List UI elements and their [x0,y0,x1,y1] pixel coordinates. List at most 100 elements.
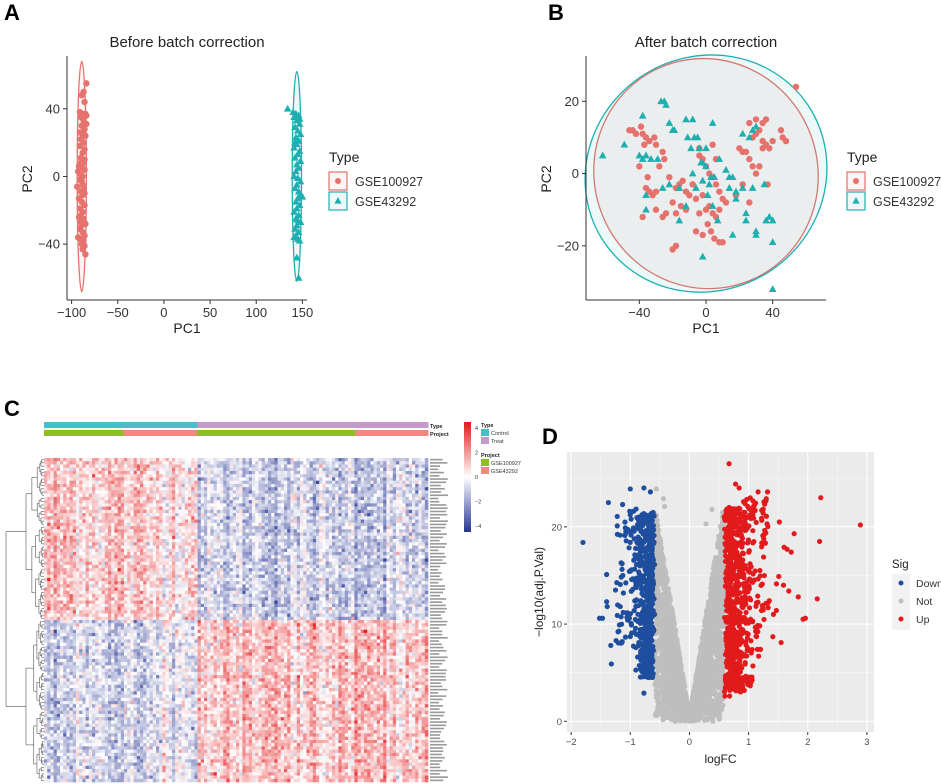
heatmap-cell [181,561,186,566]
heatmap-cell [312,509,317,514]
heatmap-cell [255,487,259,491]
heatmap-cell [85,581,90,585]
heatmap-cell [264,539,269,543]
heatmap-cell [53,555,58,559]
project-annotation-label: Project [430,432,449,438]
heatmap-cell [124,577,128,582]
heatmap-cell [332,516,336,520]
heatmap-cell [63,496,67,501]
heatmap-cell [216,467,221,472]
heatmap-cell [322,535,326,540]
heatmap-cell [79,509,83,514]
heatmap-cell [274,548,278,553]
heatmap-cell [124,535,128,540]
heatmap-cell [181,529,186,533]
heatmap-cell [63,506,67,511]
heatmap-cell [204,551,208,556]
heatmap-cell [175,542,179,546]
heatmap-cell [338,500,342,504]
heatmap-cell [72,513,77,517]
heatmap-cell [248,574,253,579]
heatmap-cell [101,532,106,537]
heatmap-cell [213,555,218,559]
heatmap-cell [236,509,240,514]
heatmap-cell [82,581,86,585]
heatmap-cell [114,467,118,472]
heatmap-cell [245,461,250,465]
heatmap-cell [242,490,246,494]
heatmap-cell [284,506,288,511]
heatmap-cell [53,551,58,556]
heatmap-cell [76,561,80,566]
heatmap-cell [108,461,112,465]
heatmap-cell [421,490,426,494]
heatmap-cell [200,539,205,543]
heatmap-cell [79,458,83,462]
heatmap-cell [226,577,230,582]
heatmap-cell [114,493,118,498]
data-point [293,253,301,261]
heatmap-cell [66,548,70,553]
heatmap-cell [66,503,70,507]
heatmap-cell [92,513,96,517]
heatmap-cell [364,542,368,546]
heatmap-cell [252,493,256,498]
heatmap-cell [245,516,250,520]
heatmap-cell [95,548,99,553]
heatmap-cell [389,477,394,481]
heatmap-cell [290,483,294,488]
heatmap-cell [312,470,317,475]
heatmap-cell [191,458,195,462]
heatmap-cell [156,470,160,475]
heatmap-cell [264,483,269,488]
heatmap-cell [56,539,61,543]
heatmap-cell [120,461,125,465]
heatmap-cell [120,490,125,494]
heatmap-cell [258,496,262,501]
heatmap-cell [223,503,227,507]
heatmap-cell [264,574,269,579]
heatmap-cell [210,529,214,533]
heatmap-cell [88,490,93,494]
heatmap-cell [242,535,246,540]
heatmap-cell [210,513,214,517]
heatmap-cell [181,493,186,498]
heatmap-cell [328,503,333,507]
x-axis-label: PC1 [173,320,200,336]
heatmap-cell [156,513,160,517]
heatmap-cell [213,467,218,472]
legend-circle-icon [853,178,859,184]
heatmap-cell [338,470,342,475]
heatmap-cell [303,496,307,501]
heatmap-cell [296,577,301,582]
heatmap-cell [341,532,346,537]
heatmap-cell [412,568,416,572]
heatmap-cell [82,490,86,494]
heatmap-cell [303,480,307,485]
heatmap-cell [328,493,333,498]
heatmap-cell [421,535,426,540]
heatmap-cell [306,571,310,575]
heatmap-cell [188,506,192,511]
heatmap-cell [204,467,208,472]
heatmap-cell [156,542,160,546]
heatmap-cell [415,542,419,546]
heatmap-cell [136,500,141,504]
heatmap-cell [229,577,234,582]
heatmap-cell [220,487,224,491]
heatmap-cell [415,487,419,491]
heatmap-cell [344,551,349,556]
heatmap-cell [268,464,272,469]
heatmap-cell [284,461,288,465]
heatmap-cell [47,545,51,550]
heatmap-cell [274,574,278,579]
heatmap-cell [223,477,227,481]
heatmap-cell [76,509,80,514]
heatmap-cell [360,548,365,553]
heatmap-cell [252,561,256,566]
heatmap-cell [63,516,67,520]
heatmap-cell [104,500,109,504]
heatmap-cell [303,503,307,507]
heatmap-cell [200,555,205,559]
heatmap-cell [44,535,48,540]
